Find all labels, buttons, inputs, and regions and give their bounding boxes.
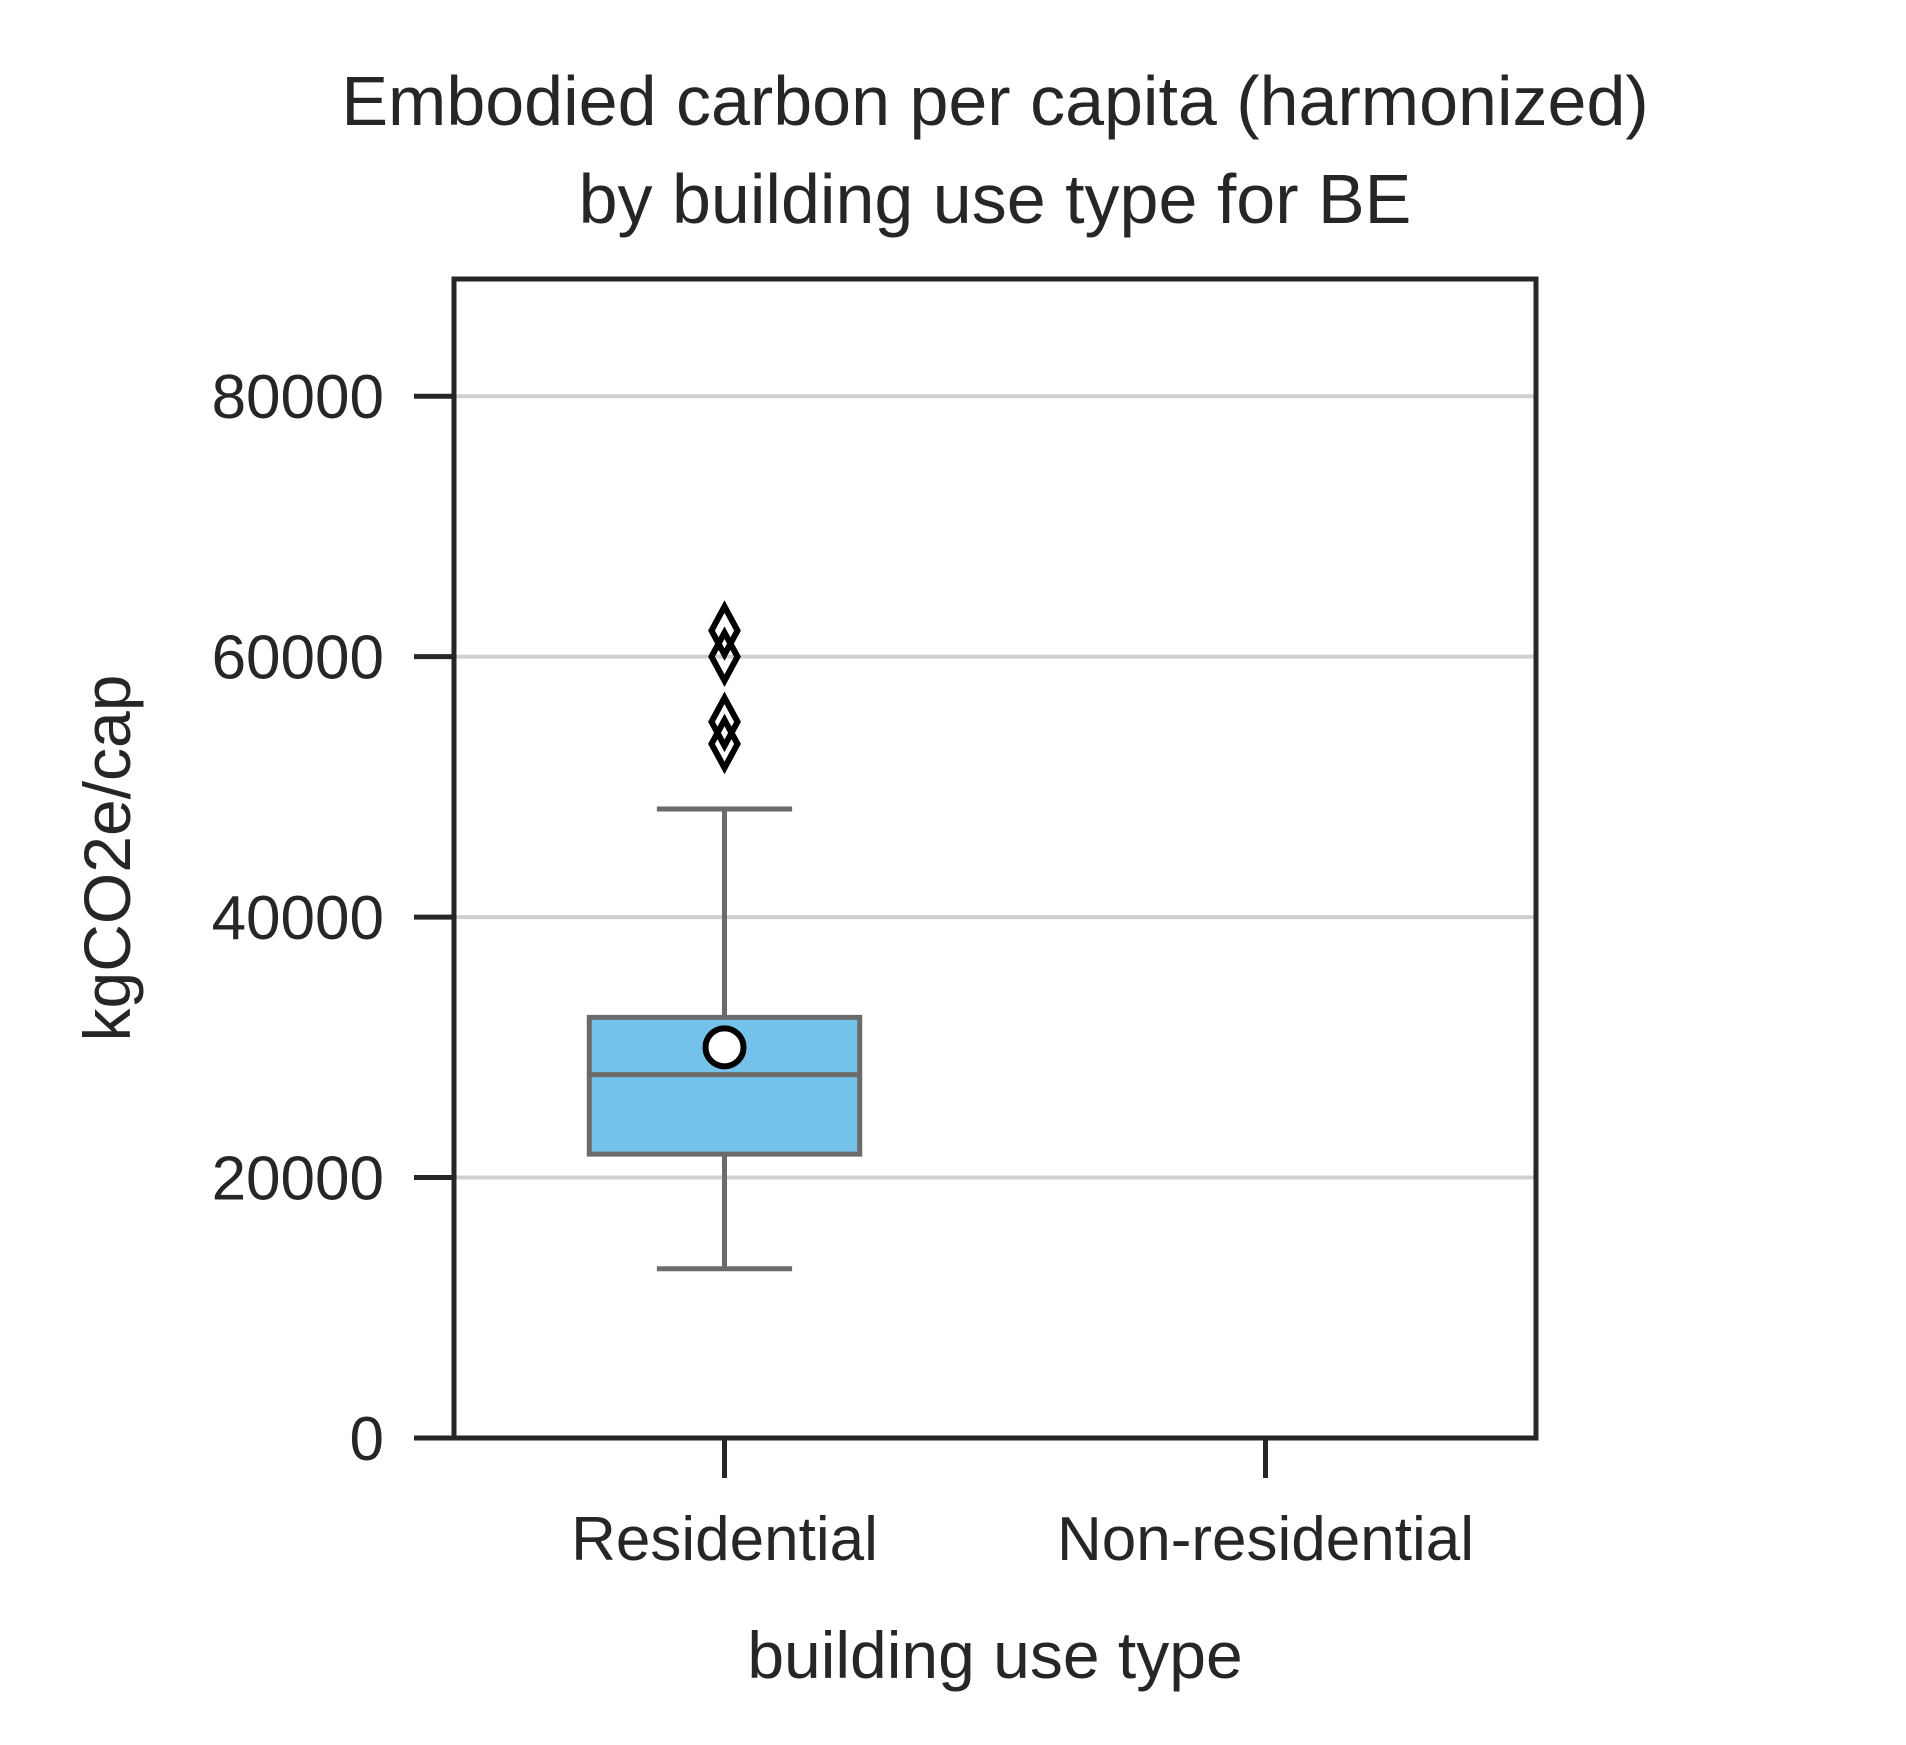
- chart-title-line-1: Embodied carbon per capita (harmonized): [341, 62, 1648, 140]
- mean-marker: [702, 1025, 747, 1070]
- chart-title: Embodied carbon per capita (harmonized) …: [341, 62, 1648, 238]
- y-tick-label: 80000: [212, 363, 384, 432]
- plot-frame: [451, 276, 1539, 1441]
- gridlines: [454, 394, 1536, 1180]
- x-axis-label: building use type: [747, 1618, 1242, 1692]
- chart-title-line-2: by building use type for BE: [579, 160, 1412, 238]
- outlier-point: [708, 626, 741, 687]
- y-tick-label: 40000: [212, 884, 384, 953]
- x-axis-ticks: Residential Non-residential: [571, 1438, 1474, 1574]
- outlier-point: [708, 600, 741, 661]
- y-axis-ticks: 0 20000 40000 60000 80000: [212, 363, 454, 1474]
- box-group: [586, 600, 863, 1272]
- y-tick-label: 20000: [212, 1145, 384, 1214]
- y-axis-label: kgCO2e/cap: [70, 675, 144, 1042]
- x-tick-label: Residential: [571, 1505, 878, 1574]
- x-tick-label: Non-residential: [1057, 1505, 1474, 1574]
- boxes: [586, 600, 863, 1272]
- y-tick-label: 0: [350, 1405, 384, 1474]
- outlier-point: [708, 691, 741, 753]
- y-tick-label: 60000: [212, 624, 384, 693]
